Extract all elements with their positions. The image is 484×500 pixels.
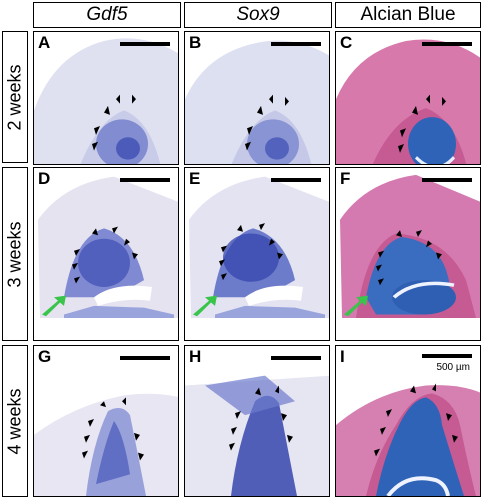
panel-d: D xyxy=(33,167,179,341)
row-label-4-weeks: 4 weeks xyxy=(4,387,25,455)
panel-b: B xyxy=(184,31,330,165)
column-header-sox9: Sox9 xyxy=(184,2,332,28)
panel-e-micrograph xyxy=(185,168,329,318)
panel-a-micrograph xyxy=(34,32,178,164)
panel-letter-e: E xyxy=(189,169,201,188)
scale-bar-b xyxy=(271,42,321,46)
scale-bar-g xyxy=(120,356,170,360)
scale-bar-e xyxy=(271,178,321,182)
panel-g-micrograph xyxy=(34,346,178,496)
panel-h: H xyxy=(184,345,330,497)
column-header-alcian-blue: Alcian Blue xyxy=(335,2,481,28)
panel-letter-c: C xyxy=(340,33,353,52)
panel-h-micrograph xyxy=(185,346,329,496)
scale-bar-f xyxy=(422,178,472,182)
panel-d-micrograph xyxy=(34,168,178,318)
scale-bar-a xyxy=(120,42,170,46)
panel-a: A xyxy=(33,31,179,165)
panel-f: F xyxy=(335,167,481,341)
column-header-gdf5: Gdf5 xyxy=(33,2,181,28)
panel-b-micrograph xyxy=(185,32,329,164)
panel-i: I 500 µm xyxy=(335,345,481,497)
panel-f-micrograph xyxy=(336,168,480,318)
panel-g: G xyxy=(33,345,179,497)
panel-letter-d: D xyxy=(38,169,51,188)
row-label-2-weeks: 2 weeks xyxy=(4,63,25,131)
scale-bar-c xyxy=(422,42,472,46)
panel-letter-f: F xyxy=(340,169,351,188)
scale-bar-h xyxy=(271,356,321,360)
row-label-3-weeks: 3 weeks xyxy=(4,220,25,288)
panel-letter-a: A xyxy=(38,33,51,52)
row-header-2-weeks: 2 weeks xyxy=(2,31,28,163)
panel-letter-h: H xyxy=(189,347,202,366)
scale-bar-d xyxy=(120,178,170,182)
panel-letter-i: I xyxy=(340,347,345,366)
panel-letter-g: G xyxy=(38,347,52,366)
panel-c: C xyxy=(335,31,481,165)
panel-e: E xyxy=(184,167,330,341)
panel-c-micrograph xyxy=(336,32,480,164)
scale-bar-label: 500 µm xyxy=(434,362,472,373)
scale-bar-i xyxy=(422,354,472,358)
panel-letter-b: B xyxy=(189,33,202,52)
row-header-4-weeks: 4 weeks xyxy=(2,345,28,497)
row-header-3-weeks: 3 weeks xyxy=(2,167,28,341)
